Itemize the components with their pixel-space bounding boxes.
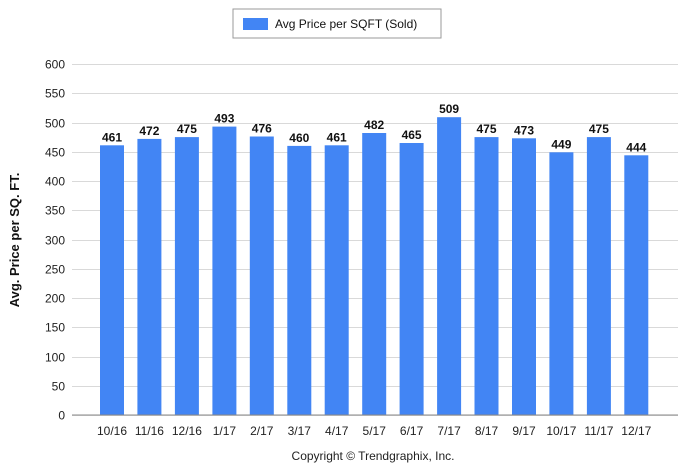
data-label: 461 [102, 130, 122, 144]
bar-3-17 [287, 145, 312, 415]
data-label: 460 [289, 131, 309, 145]
bar-11-16 [137, 138, 162, 415]
x-tick-label: 8/17 [475, 424, 499, 438]
bar-10-17 [549, 152, 574, 416]
data-label: 444 [626, 140, 646, 154]
y-tick-label: 500 [45, 117, 65, 131]
data-label: 461 [327, 130, 347, 144]
x-tick-label: 4/17 [325, 424, 349, 438]
data-label: 472 [139, 124, 159, 138]
y-tick-label: 300 [45, 234, 65, 248]
legend-label: Avg Price per SQFT (Sold) [275, 17, 417, 31]
y-tick-label: 100 [45, 351, 65, 365]
bar-6-17 [399, 143, 424, 415]
x-tick-label: 2/17 [250, 424, 274, 438]
y-tick-label: 0 [58, 409, 65, 423]
x-tick-label: 12/16 [172, 424, 202, 438]
bar-9-17 [512, 138, 536, 416]
bar-11-17 [586, 137, 611, 415]
bar-4-17 [324, 145, 349, 416]
bar-8-17 [474, 137, 499, 415]
bar-12-16 [174, 137, 199, 415]
data-label: 465 [402, 128, 422, 142]
bar-2-17 [249, 136, 274, 415]
x-tick-label: 10/17 [546, 424, 576, 438]
x-tick-label: 12/17 [621, 424, 651, 438]
x-tick-label: 11/16 [135, 424, 164, 438]
data-label: 476 [252, 122, 272, 136]
data-label: 509 [439, 102, 459, 116]
data-label: 493 [214, 112, 234, 126]
x-axis-ticks: 10/16 11/16 12/16 1/17 2/17 3/17 4/17 5/17 6/17 7… [97, 424, 652, 438]
bar-12-17 [624, 155, 649, 416]
x-tick-label: 11/17 [584, 424, 613, 438]
y-tick-label: 150 [45, 321, 65, 335]
bar-5-17 [362, 133, 387, 415]
data-label: 482 [364, 118, 384, 132]
data-label: 475 [589, 122, 609, 136]
bar-10-16 [100, 145, 124, 416]
data-label: 473 [514, 123, 534, 137]
x-tick-label: 7/17 [437, 424, 461, 438]
y-tick-label: 350 [45, 204, 65, 218]
x-tick-label: 1/17 [213, 424, 237, 438]
y-tick-label: 250 [45, 263, 65, 277]
data-label: 475 [476, 122, 496, 136]
y-tick-label: 450 [45, 146, 65, 160]
y-tick-label: 600 [45, 58, 65, 72]
y-tick-label: 550 [45, 87, 65, 101]
data-label: 449 [551, 137, 571, 151]
y-tick-label: 50 [52, 380, 66, 394]
y-tick-label: 400 [45, 175, 65, 189]
bars: 461 472 475 493 476 460 461 482 465 509 475 473 449 4… [100, 102, 649, 416]
y-axis-label: Avg. Price per SQ. FT. [7, 173, 22, 308]
y-axis-ticks: 0 50 100 150 200 250 300 350 400 450 500 550 600 [45, 58, 65, 423]
y-tick-label: 200 [45, 292, 65, 306]
x-tick-label: 9/17 [512, 424, 536, 438]
bar-1-17 [212, 126, 237, 415]
legend: Avg Price per SQFT (Sold) [232, 8, 442, 39]
x-tick-label: 6/17 [400, 424, 424, 438]
data-label: 475 [177, 122, 197, 136]
x-tick-label: 5/17 [363, 424, 387, 438]
copyright-footer: Copyright © Trendgraphix, Inc. [292, 449, 455, 463]
x-tick-label: 10/16 [97, 424, 127, 438]
bar-7-17 [437, 117, 462, 415]
legend-swatch [243, 18, 268, 30]
x-tick-label: 3/17 [288, 424, 312, 438]
